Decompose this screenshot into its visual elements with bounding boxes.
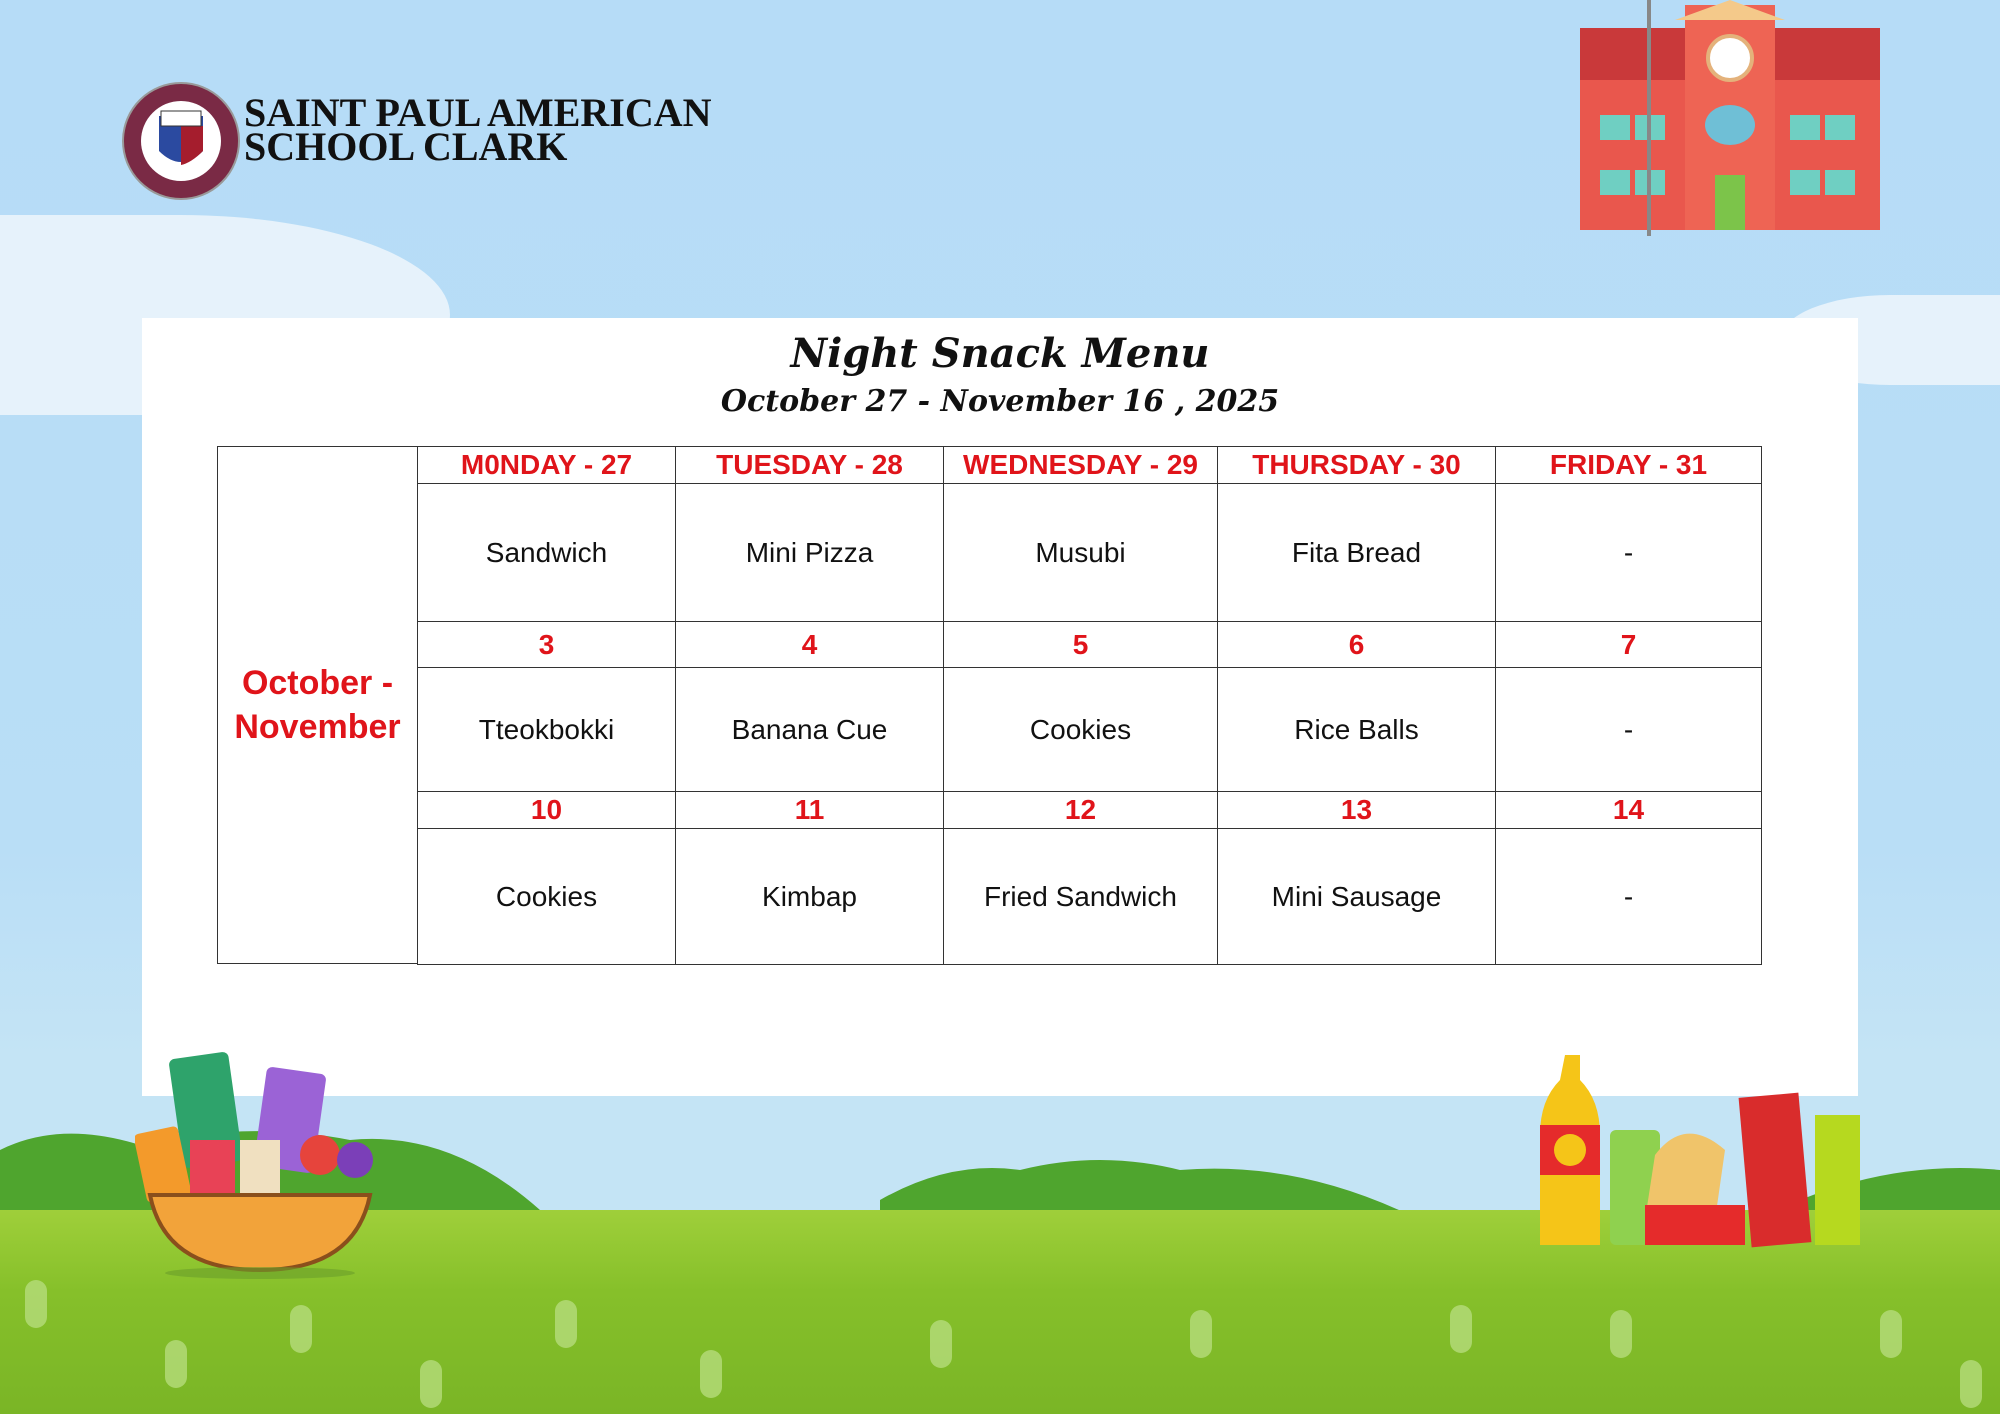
month-label: October - November bbox=[217, 446, 418, 964]
day-header: 4 bbox=[675, 621, 944, 668]
snack-item: - bbox=[1495, 667, 1762, 792]
month-label-line: November bbox=[234, 708, 401, 746]
day-header: THURSDAY - 30 bbox=[1217, 446, 1496, 484]
snacks-drinks-illustration bbox=[1540, 1055, 1860, 1248]
snack-item: Fried Sandwich bbox=[943, 828, 1218, 965]
day-header: 5 bbox=[943, 621, 1218, 668]
month-label-line: October - bbox=[241, 664, 394, 702]
menu-date-range: October 27 - November 16 , 2025 bbox=[720, 384, 1280, 419]
day-header: 13 bbox=[1217, 791, 1496, 829]
day-header: 11 bbox=[675, 791, 944, 829]
school-name-line2: SCHOOL CLARK bbox=[244, 124, 568, 169]
snack-item: Rice Balls bbox=[1217, 667, 1496, 792]
menu-card bbox=[142, 318, 1858, 1096]
day-header: M0NDAY - 27 bbox=[417, 446, 676, 484]
day-header: 10 bbox=[417, 791, 676, 829]
snack-item: Cookies bbox=[417, 828, 676, 965]
snack-item: Cookies bbox=[943, 667, 1218, 792]
snack-item: Tteokbokki bbox=[417, 667, 676, 792]
snack-item: - bbox=[1495, 483, 1762, 622]
snack-basket-illustration bbox=[135, 1052, 373, 1279]
school-name-line1: SAINT PAUL AMERICAN bbox=[244, 90, 712, 135]
menu-title: Night Snack Menu bbox=[790, 330, 1210, 377]
day-header: FRIDAY - 31 bbox=[1495, 446, 1762, 484]
snack-item: - bbox=[1495, 828, 1762, 965]
day-header: 6 bbox=[1217, 621, 1496, 668]
day-header: 12 bbox=[943, 791, 1218, 829]
day-header: 3 bbox=[417, 621, 676, 668]
snack-item: Banana Cue bbox=[675, 667, 944, 792]
day-header: 7 bbox=[1495, 621, 1762, 668]
snack-item: Mini Pizza bbox=[675, 483, 944, 622]
snack-item: Mini Sausage bbox=[1217, 828, 1496, 965]
day-header: TUESDAY - 28 bbox=[675, 446, 944, 484]
day-header: 14 bbox=[1495, 791, 1762, 829]
school-logo bbox=[122, 82, 240, 200]
snack-item: Fita Bread bbox=[1217, 483, 1496, 622]
day-header: WEDNESDAY - 29 bbox=[943, 446, 1218, 484]
snack-item: Musubi bbox=[943, 483, 1218, 622]
school-name: SAINT PAUL AMERICAN SCHOOL CLARK bbox=[244, 90, 712, 169]
snack-item: Sandwich bbox=[417, 483, 676, 622]
school-building-illustration bbox=[1580, 0, 1880, 236]
snack-item: Kimbap bbox=[675, 828, 944, 965]
